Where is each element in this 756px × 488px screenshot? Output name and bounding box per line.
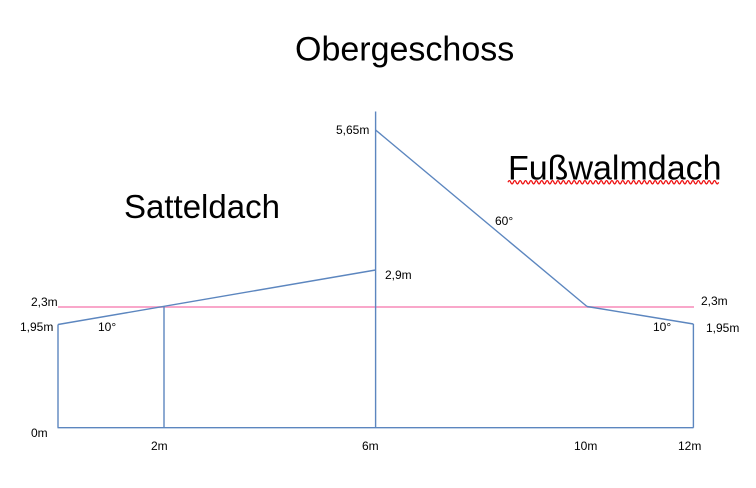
svg-text:2m: 2m	[151, 439, 168, 453]
svg-text:1,95m: 1,95m	[20, 320, 53, 334]
svg-text:10°: 10°	[98, 320, 116, 334]
svg-text:Obergeschoss: Obergeschoss	[295, 31, 514, 69]
svg-text:Satteldach: Satteldach	[124, 188, 280, 225]
svg-text:6m: 6m	[362, 439, 379, 453]
svg-text:2,9m: 2,9m	[385, 268, 412, 282]
svg-text:1,95m: 1,95m	[706, 321, 739, 335]
svg-text:2,3m: 2,3m	[31, 295, 58, 309]
svg-text:2,3m: 2,3m	[701, 294, 728, 308]
svg-text:0m: 0m	[31, 426, 48, 440]
svg-text:5,65m: 5,65m	[336, 123, 369, 137]
svg-text:60°: 60°	[495, 214, 513, 228]
svg-text:10°: 10°	[653, 320, 671, 334]
svg-text:12m: 12m	[678, 439, 701, 453]
svg-text:10m: 10m	[574, 439, 597, 453]
svg-text:Fußwalmdach: Fußwalmdach	[508, 150, 722, 188]
